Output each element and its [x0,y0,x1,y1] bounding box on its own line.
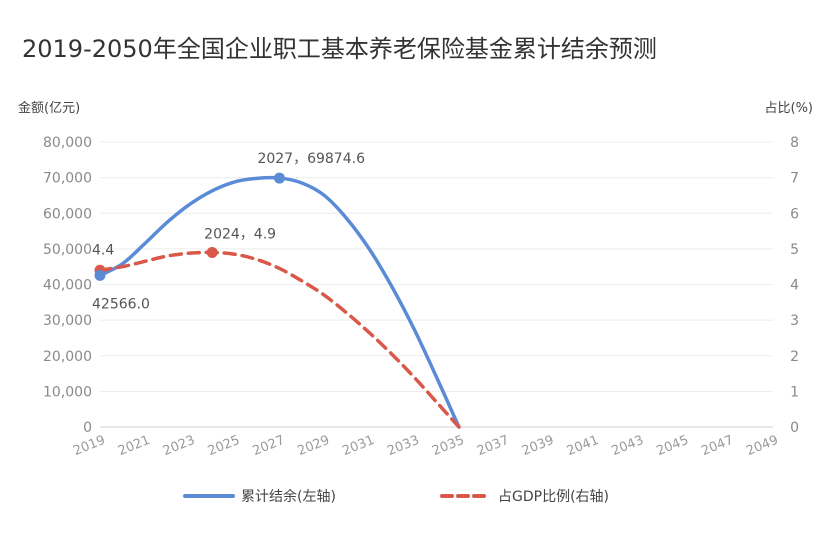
y-left-tick-label: 20,000 [43,349,92,365]
y-left-tick-label: 30,000 [43,313,92,329]
x-tick-label: 2021 [116,433,152,459]
x-tick-label: 2043 [610,433,646,459]
data-label: 2024，4.9 [204,226,276,242]
y-left-tick-label: 40,000 [43,278,92,294]
data-label: 42566.0 [92,296,150,312]
x-tick-label: 2045 [654,433,690,459]
legend: 累计结余(左轴) 占GDP比例(右轴) [183,488,609,505]
x-tick-label: 2037 [475,433,511,459]
x-tick-label: 2019 [71,433,107,459]
x-tick-label: 2039 [520,433,556,459]
y-left-tick-label: 60,000 [43,206,92,222]
x-tick-label: 2041 [565,433,601,459]
x-tick-label: 2049 [744,433,780,459]
y-right-tick-label: 2 [790,349,799,365]
y-axis-right-ticks: 8 7 6 5 4 3 2 1 0 [790,135,799,436]
y-right-tick-label: 0 [790,420,799,436]
x-axis-ticks: 2019 2021 2023 2025 2027 2029 2031 2033 2035 2037… [71,433,780,459]
y-left-tick-label: 0 [83,420,92,436]
x-tick-label: 2029 [296,433,332,459]
y-axis-left-ticks: 80,000 70,000 60,000 50,000 40,000 30,000 20,0… [43,135,92,436]
data-point-marker [206,246,218,258]
legend-label: 占GDP比例(右轴) [498,489,609,505]
x-tick-label: 2031 [340,433,376,459]
data-annotations: 4.4 42566.0 2024，4.9 2027，69874.6 [92,151,365,312]
x-tick-label: 2027 [251,433,287,459]
chart-title: 2019-2050年全国企业职工基本养老保险基金累计结余预测 [22,35,657,63]
y-left-tick-label: 80,000 [43,135,92,151]
y-right-tick-label: 5 [790,242,799,258]
y-right-tick-label: 6 [790,206,799,222]
y-left-tick-label: 70,000 [43,171,92,187]
x-tick-label: 2035 [430,433,466,459]
x-tick-label: 2033 [385,433,421,459]
x-tick-label: 2025 [206,433,242,459]
y-left-tick-label: 50,000 [43,242,92,258]
y-right-tick-label: 1 [790,384,799,400]
y-right-tick-label: 4 [790,278,799,294]
y-right-tick-label: 3 [790,313,799,329]
y-left-tick-label: 10,000 [43,384,92,400]
gridlines [100,141,773,428]
series-lines [98,175,461,429]
series-line-balance [98,175,461,429]
data-label: 2027，69874.6 [257,151,365,167]
data-point-marker [94,269,106,281]
data-label: 4.4 [92,242,114,258]
y-right-tick-label: 8 [790,135,799,151]
y-axis-right-title: 占比(%) [765,101,814,116]
series-line-gdp-ratio [98,250,461,429]
y-right-tick-label: 7 [790,171,799,187]
legend-label: 累计结余(左轴) [241,488,336,505]
x-tick-label: 2023 [161,433,197,459]
data-point-marker [273,172,285,184]
y-axis-left-title: 金额(亿元) [18,100,80,116]
x-tick-label: 2047 [699,433,735,459]
